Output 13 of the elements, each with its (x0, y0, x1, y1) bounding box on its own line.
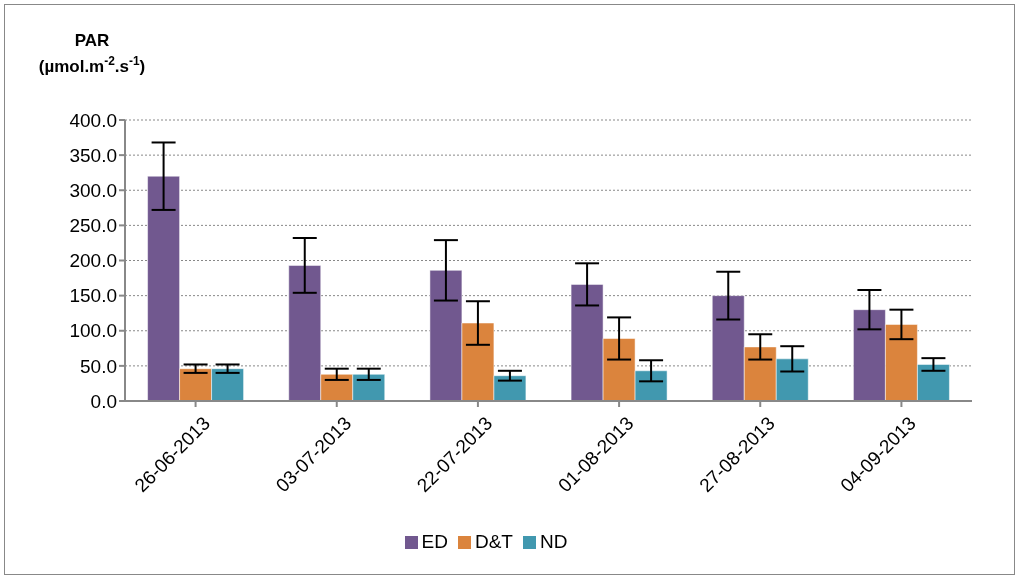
y-tick-label: 300.0 (69, 179, 117, 201)
y-tick-label: 400.0 (69, 109, 117, 131)
y-tick-label: 0.0 (90, 390, 117, 412)
y-tick-label: 250.0 (69, 215, 117, 237)
y-tick-label: 100.0 (69, 320, 117, 342)
legend-label: ND (539, 531, 568, 552)
legend-label: ED (421, 531, 448, 552)
y-axis-title: PAR (µmol.m$^{-2}$.s$^{-1}$) (38, 31, 146, 76)
legend-label: D&T (474, 531, 513, 552)
y-tick-label: 150.0 (69, 285, 117, 307)
y-tick-label: 350.0 (69, 144, 117, 166)
y-tick-label: 200.0 (69, 250, 117, 272)
y-tick-label: 50.0 (80, 355, 117, 377)
